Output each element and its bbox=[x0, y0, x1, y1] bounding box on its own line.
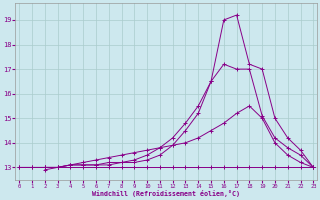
X-axis label: Windchill (Refroidissement éolien,°C): Windchill (Refroidissement éolien,°C) bbox=[92, 190, 240, 197]
